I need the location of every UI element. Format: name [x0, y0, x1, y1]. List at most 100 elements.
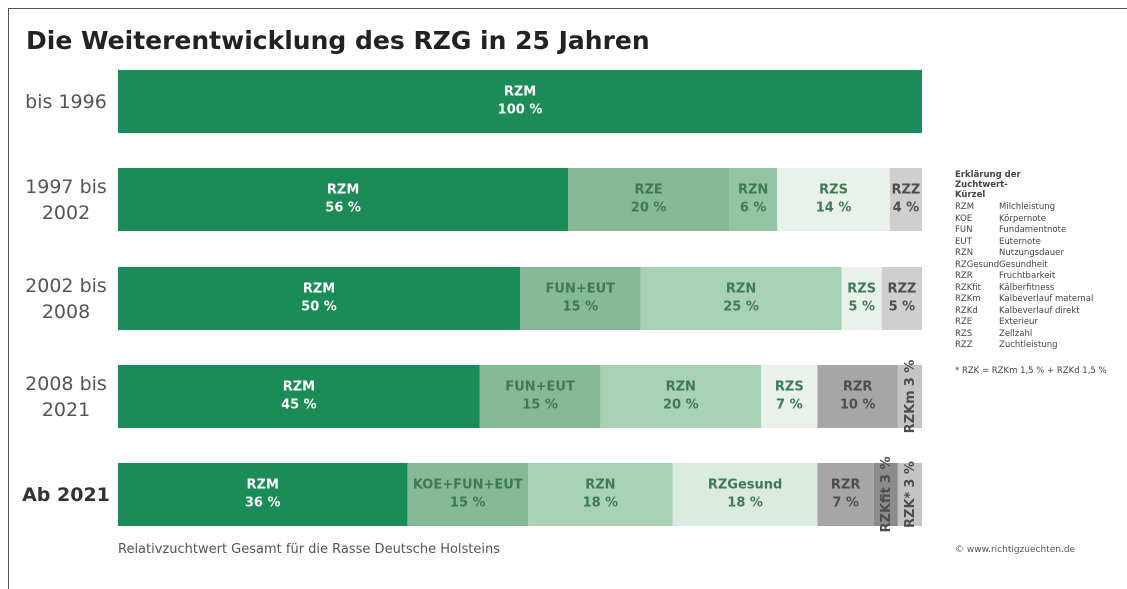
segment-value-label: 45 % — [281, 398, 317, 413]
segment-value-label: 25 % — [723, 300, 759, 315]
bar-segment — [118, 463, 408, 526]
legend-meaning: Nutzungsdauer — [999, 248, 1064, 258]
legend-entry: FUN Fundamentnote — [955, 225, 1127, 237]
segment-value-label: 20 % — [663, 398, 699, 413]
legend-code: RZKm — [955, 294, 981, 304]
legend-code: RZKd — [955, 305, 978, 316]
bar-segment — [600, 365, 762, 428]
segment-name: RZN — [585, 478, 615, 493]
row-label: 2002 bis 2008 — [25, 274, 107, 323]
legend-entry: RZKd Kalbeverlauf direkt — [955, 306, 1127, 318]
legend-code: EUT — [955, 236, 972, 247]
segment-name: RZR — [843, 380, 872, 395]
bar-segment — [672, 463, 818, 526]
bar-segment — [407, 463, 529, 526]
legend-meaning: Zuchtleistung — [999, 340, 1058, 350]
bar-segment — [118, 267, 520, 330]
segment-name: RZZ — [887, 282, 916, 297]
segment-name: RZE — [634, 183, 662, 198]
legend-meaning: Zellzahl — [999, 328, 1033, 339]
segment-label: RZKm 3 % — [903, 360, 918, 434]
legend-code: RZN — [955, 248, 974, 258]
legend-code: RZKfit — [955, 282, 981, 293]
legend: Erklärung der Zuchtwert-Kürzel RZM Milchle… — [955, 170, 1127, 376]
row-label: bis 1996 — [25, 90, 107, 113]
segment-value-label: 15 % — [562, 300, 598, 315]
bar-segment — [881, 267, 922, 330]
bar-segment — [897, 365, 922, 428]
segment-value-label: 6 % — [740, 201, 767, 216]
legend-entry: RZE Exterieur — [955, 317, 1127, 329]
segment-name: RZM — [327, 183, 359, 198]
legend-entry: RZKfit Kälberfitness — [955, 283, 1127, 295]
legend-code: RZGesund — [955, 259, 1000, 270]
segment-value-label: 50 % — [301, 300, 337, 315]
segment-name: KOE+FUN+EUT — [413, 478, 523, 493]
segment-name: RZS — [847, 282, 876, 297]
segment-value-label: 3 % — [903, 461, 918, 488]
segment-value-label: 4 % — [893, 201, 920, 216]
segment-value-label: 56 % — [325, 201, 361, 216]
bar-segment — [761, 365, 818, 428]
frame — [8, 8, 1127, 589]
legend-code: RZM — [955, 202, 975, 212]
segment-name: FUN+EUT — [546, 282, 616, 297]
segment-value-label: 15 % — [522, 398, 558, 413]
legend-title: Erklärung der Zuchtwert-Kürzel — [955, 170, 1021, 200]
segment-name: RZR — [831, 478, 860, 493]
bar-segment — [640, 267, 842, 330]
row-label: 1997 bis 2002 — [25, 175, 107, 224]
segment-value-label: 20 % — [631, 201, 667, 216]
legend-entry: RZKm Kalbeverlauf maternal — [955, 294, 1127, 306]
legend-code: RZZ — [955, 340, 973, 350]
segment-name: RZKm — [903, 390, 918, 433]
bar-segment — [118, 70, 922, 133]
caption: Relativzuchtwert Gesamt für die Rasse De… — [118, 542, 501, 557]
segment-name: RZN — [666, 380, 696, 395]
segment-name: RZM — [504, 85, 536, 100]
segment-value-label: 100 % — [498, 103, 543, 118]
segment-label: RZKfit 3 % — [879, 457, 894, 533]
legend-entry: RZR Fruchtbarkeit — [955, 271, 1127, 283]
segment-name: RZM — [283, 380, 315, 395]
bar-segment — [729, 168, 778, 231]
segment-value-label: 10 % — [840, 398, 876, 413]
legend-meaning: Euternote — [999, 236, 1041, 247]
bar-segment — [479, 365, 601, 428]
bar-segment — [841, 267, 882, 330]
segment-name: RZK* — [903, 491, 918, 528]
segment-value-label: 14 % — [816, 201, 852, 216]
source: © www.richtigzuechten.de — [955, 545, 1076, 555]
legend-footnote: * RZK = RZKm 1,5 % + RZKd 1,5 % — [955, 365, 1107, 376]
legend-entry: RZS Zellzahl — [955, 329, 1127, 341]
bar-segment — [528, 463, 673, 526]
segment-name: FUN+EUT — [505, 380, 575, 395]
bar-segment — [520, 267, 641, 330]
segment-name: RZM — [247, 478, 279, 493]
legend-meaning: Gesundheit — [999, 259, 1048, 270]
legend-code: KOE — [955, 213, 973, 224]
segment-value-label: 5 % — [848, 300, 875, 315]
segment-value-label: 7 % — [832, 496, 859, 511]
legend-meaning: Fundamentnote — [999, 225, 1067, 235]
legend-entry: RZZ Zuchtleistung — [955, 340, 1127, 352]
segment-name: RZN — [738, 183, 768, 198]
chart-title: Die Weiterentwicklung des RZG in 25 Jahr… — [26, 26, 650, 55]
bar-segment — [568, 168, 730, 231]
bar-segment — [118, 168, 569, 231]
legend-code: RZR — [955, 271, 973, 281]
legend-meaning: Milchleistung — [999, 202, 1056, 212]
bar-segment — [889, 168, 922, 231]
bar-segment — [817, 463, 874, 526]
legend-entry: RZGesund Gesundheit — [955, 260, 1127, 272]
segment-value-label: 36 % — [245, 496, 281, 511]
segment-name: RZM — [303, 282, 335, 297]
legend-entry: RZM Milchleistung — [955, 202, 1127, 214]
legend-code: FUN — [955, 225, 973, 235]
segment-label: RZK* 3 % — [903, 461, 918, 528]
segment-value-label: 18 % — [583, 496, 619, 511]
bar-segment — [118, 365, 480, 428]
segment-value-label: 7 % — [776, 398, 803, 413]
segment-value-label: 18 % — [727, 496, 763, 511]
